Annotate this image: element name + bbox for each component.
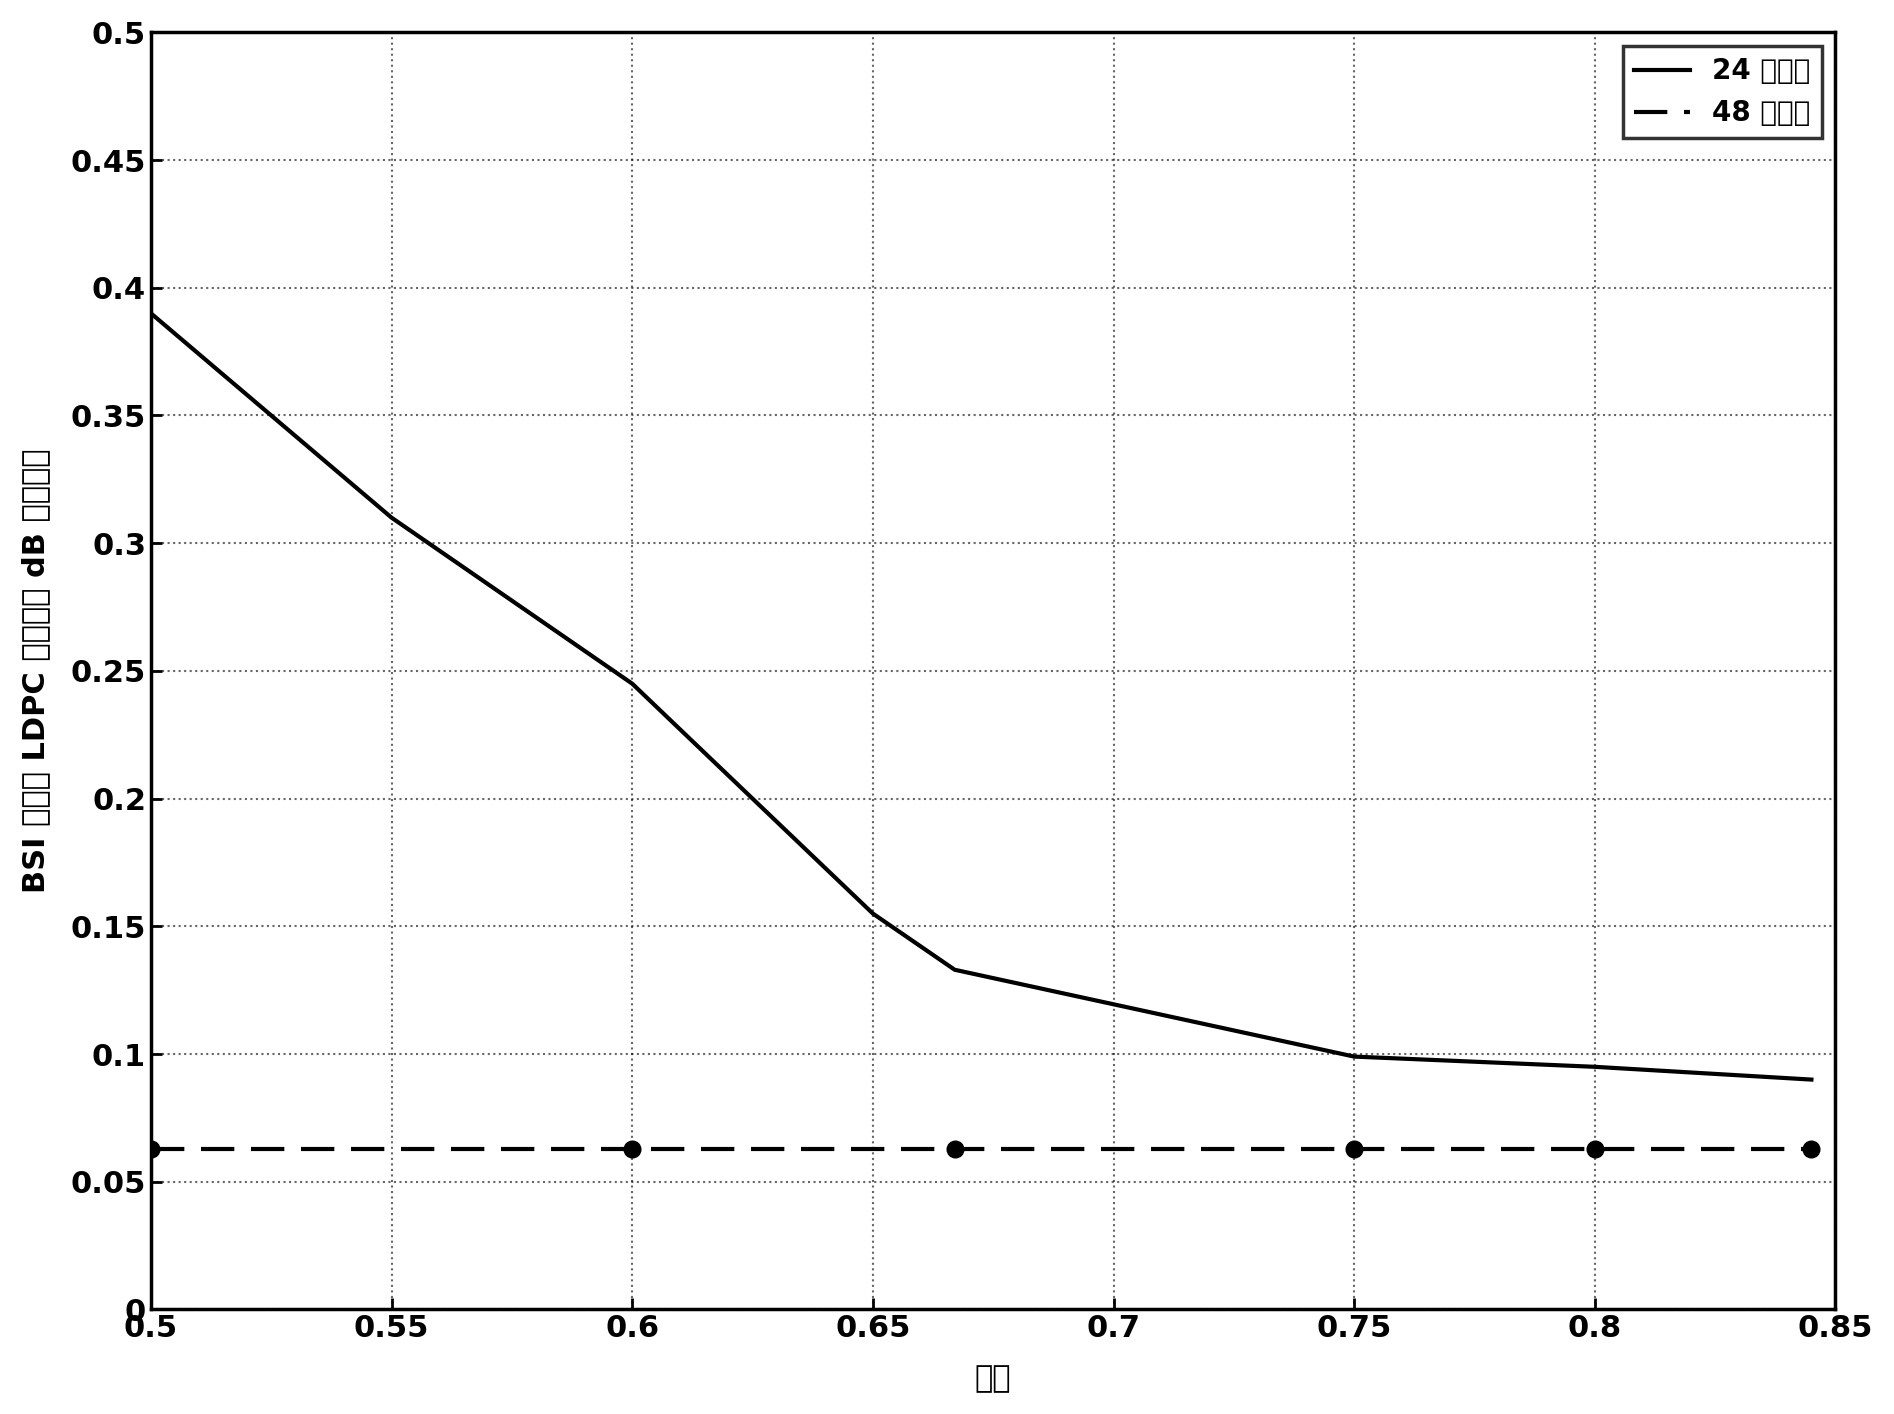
24 子块列: [140, 305, 163, 322]
24 子块列: [943, 962, 966, 978]
Line: 24 子块列: 24 子块列: [152, 314, 1811, 1079]
24 子块列: [1583, 1058, 1606, 1075]
24 子块列: [1343, 1048, 1366, 1065]
24 子块列: [862, 905, 884, 922]
24 子块列: [621, 676, 644, 693]
24 子块列: [381, 509, 403, 526]
Legend: 24 子块列, 48 子块列: 24 子块列, 48 子块列: [1623, 47, 1822, 139]
24 子块列: [1799, 1070, 1822, 1087]
Y-axis label: BSI 和随机 LDPC 码之间以 dB 计的间隔: BSI 和随机 LDPC 码之间以 dB 计的间隔: [21, 448, 49, 894]
X-axis label: 码率: 码率: [975, 1365, 1011, 1393]
